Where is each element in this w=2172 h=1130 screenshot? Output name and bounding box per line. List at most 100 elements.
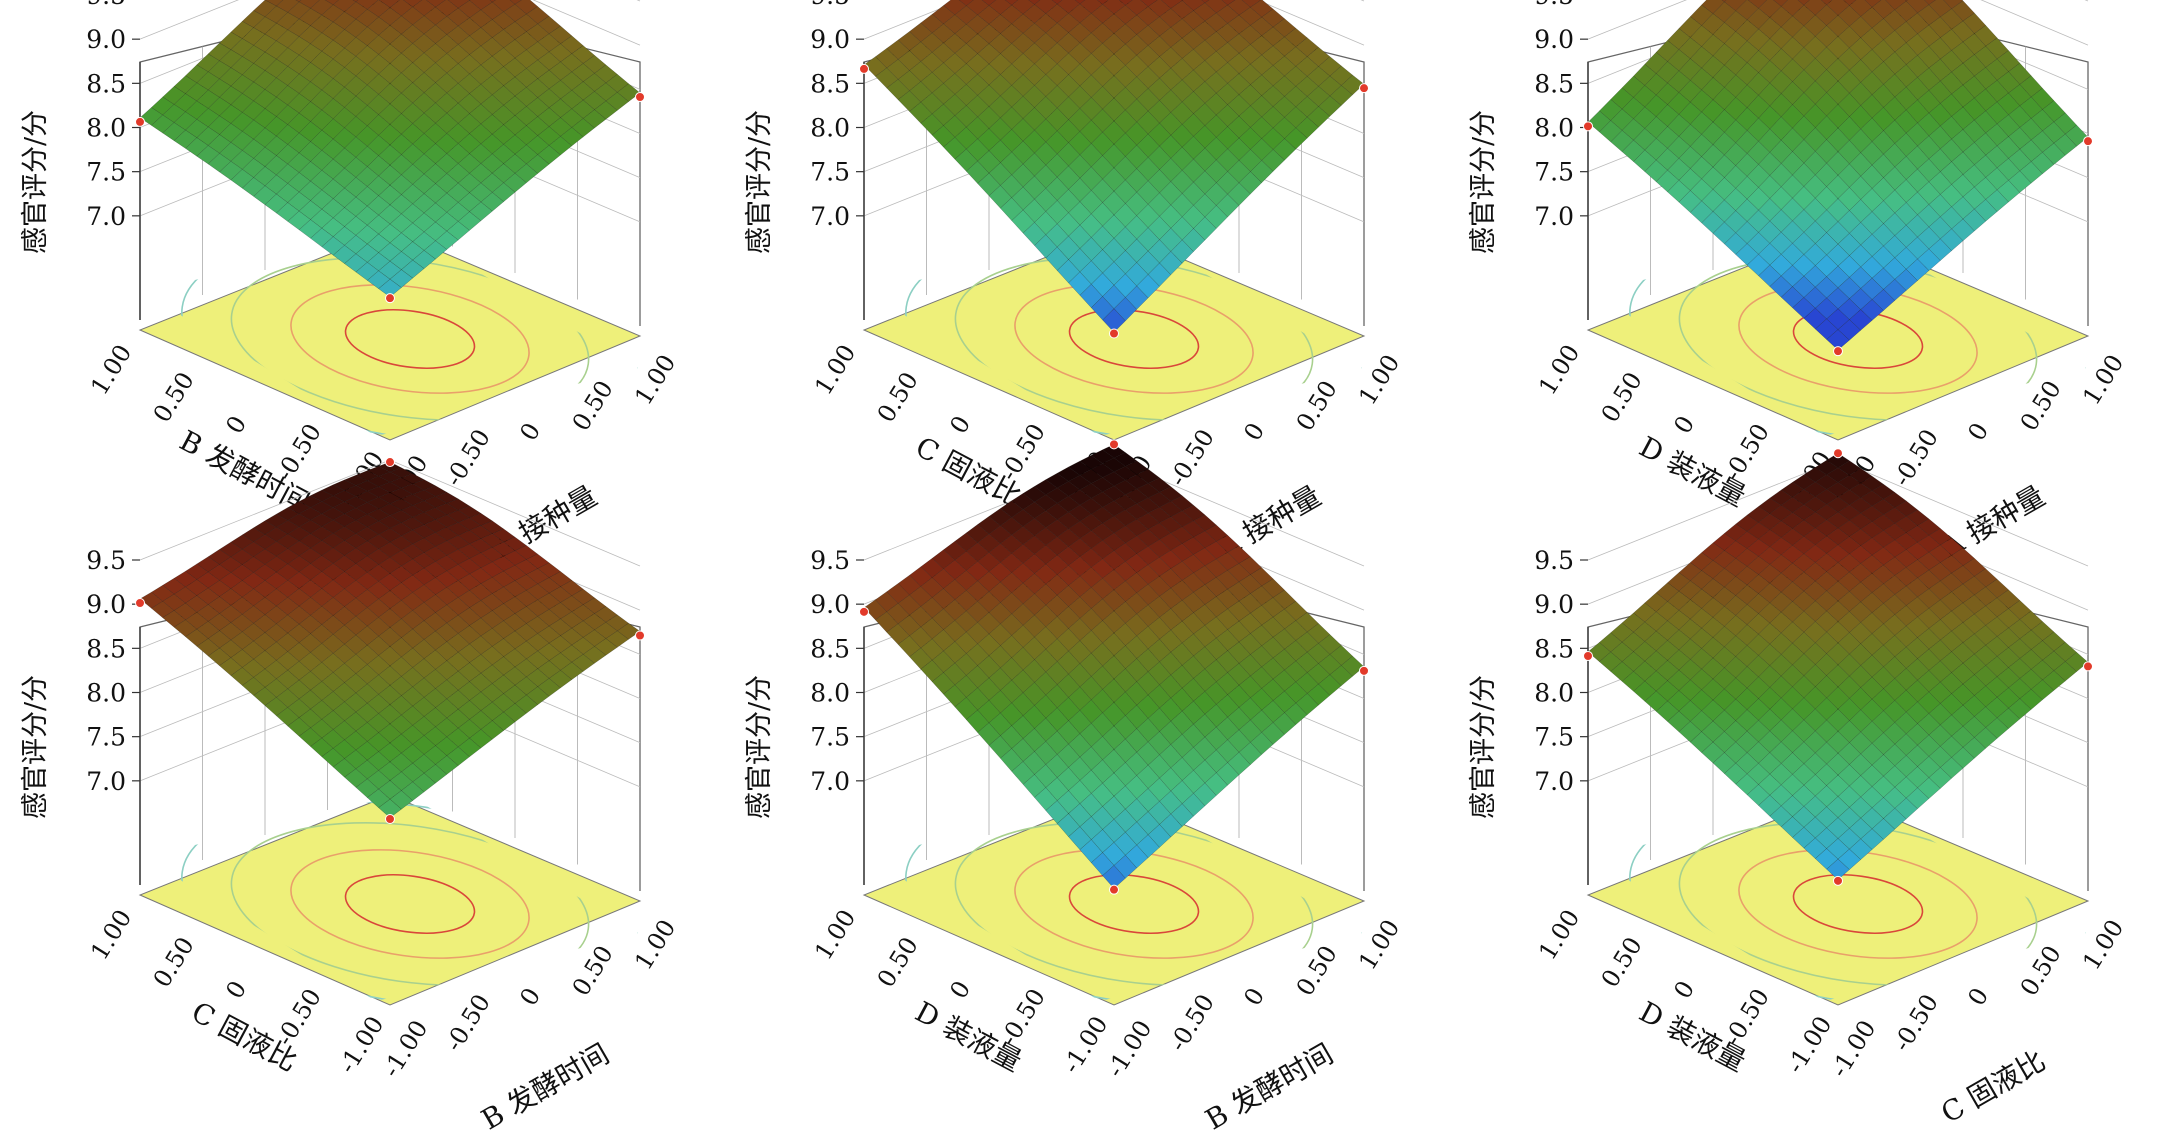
surface-cell [1045, 176, 1069, 201]
surface-cell [1170, 664, 1194, 689]
surface-cell [435, 133, 459, 154]
surface-cell [321, 178, 345, 200]
design-point-right [1359, 665, 1369, 676]
y-tick-label: 0 [220, 411, 252, 439]
z-tick-label: 7.5 [1534, 723, 1574, 752]
surface-cell [435, 736, 459, 757]
z-tick-label: 8.0 [810, 679, 850, 708]
response-surface [1583, 0, 2093, 357]
surface-cell [321, 633, 345, 654]
z-axis-label: 感官评分/分 [20, 110, 51, 254]
surface-cell [1758, 686, 1782, 710]
surface-cell [219, 657, 243, 676]
surface-cell [1769, 719, 1793, 743]
surface-cell [1034, 527, 1058, 546]
surface-cell [1159, 486, 1183, 502]
surface-cell [310, 605, 334, 625]
x-tick-label: 0 [1962, 418, 1994, 446]
contour-line [230, 821, 590, 987]
z-tick-label: 7.0 [1534, 767, 1574, 796]
surface-cell [1894, 625, 1918, 648]
z-axis-label: 感官评分/分 [744, 110, 775, 254]
x-tick-label: 1.00 [2077, 915, 2129, 975]
y-tick-label: 1.00 [85, 905, 137, 965]
surface-cell [1261, 722, 1285, 745]
design-point-left [135, 116, 145, 127]
surface-cell [310, 700, 334, 720]
surface-cell [400, 259, 425, 279]
surface-cell [1985, 189, 2009, 212]
design-point-left [1583, 121, 1593, 132]
surface-cell [1758, 175, 1782, 199]
x-tick-label: 1.00 [1353, 915, 1405, 975]
surface-cell [1170, 579, 1194, 601]
surface-cell [1769, 591, 1793, 613]
design-point-front [385, 814, 395, 824]
surface-cell [1045, 594, 1069, 617]
surface-cell [1056, 259, 1081, 284]
surface-cell [434, 514, 459, 528]
x-tick-label: -0.50 [1164, 424, 1220, 491]
z-tick-label: 8.0 [1534, 679, 1574, 708]
design-point-right [1359, 83, 1369, 94]
surface-cell [378, 278, 402, 298]
surface-cell [185, 137, 209, 157]
z-tick-label: 8.0 [810, 114, 850, 143]
surface-cell [1610, 130, 1634, 153]
surface-cell [1758, 17, 1782, 40]
surface-cell [321, 729, 345, 749]
surface-cell [943, 641, 967, 664]
surface-cell [909, 101, 933, 124]
surface-cell [1610, 622, 1634, 643]
z-tick-label: 8.5 [1534, 634, 1574, 663]
x-tick-label: 0.50 [1291, 941, 1343, 1001]
surface-cell [1758, 264, 1782, 287]
surface-cell [446, 221, 470, 241]
x-tick-label: 1.00 [2077, 350, 2129, 410]
design-point-left [859, 63, 869, 74]
z-tick-label: 9.0 [1534, 590, 1574, 619]
y-tick-label: 1.00 [1533, 905, 1585, 965]
surface-cell [1170, 642, 1194, 666]
z-tick-label: 8.0 [86, 679, 126, 708]
surface-cell [943, 662, 967, 686]
surface-cell [1871, 289, 1896, 311]
surface-cell [446, 535, 470, 550]
surface-cell [1051, 0, 1063, 5]
surface-cell [1758, 38, 1782, 61]
surface-cell [909, 647, 933, 670]
response-surface-panel-3: 7.07.58.08.59.09.5感官评分/分-1.00-0.5000.501… [1468, 0, 2129, 565]
wall-gridline [1587, 0, 2089, 46]
surface-cell [1170, 733, 1194, 758]
surface-cell [1871, 818, 1896, 840]
surface-cell [1849, 309, 1873, 331]
surface-cell [1894, 268, 1918, 291]
surface-cell [1758, 82, 1782, 107]
surface-cell [1769, 504, 1793, 522]
surface-cell [1905, 258, 1930, 281]
surface-cell [1974, 199, 1998, 222]
y-tick-label: 0.50 [148, 367, 200, 427]
surface-cell [185, 628, 209, 647]
surface-cell [1045, 472, 1069, 489]
surface-cell [526, 154, 550, 174]
y-tick-label: 0 [1668, 411, 1700, 439]
y-tick-label: 0 [944, 976, 976, 1004]
surface-cell [352, 0, 359, 3]
surface-cell [1837, 276, 1862, 300]
z-tick-label: 8.5 [810, 634, 850, 663]
contour-line [1792, 874, 1924, 934]
surface-cell [446, 689, 470, 710]
surface-cell [1780, 286, 1805, 309]
surface-cell [310, 129, 334, 151]
surface-cell [1758, 220, 1782, 244]
surface-cell [1769, 209, 1793, 233]
surface-cell [1034, 671, 1058, 696]
surface-cell [886, 583, 910, 604]
design-point-front [385, 293, 395, 304]
surface-cell [321, 533, 345, 549]
surface-cell [310, 70, 334, 91]
surface-cell [1610, 641, 1634, 663]
